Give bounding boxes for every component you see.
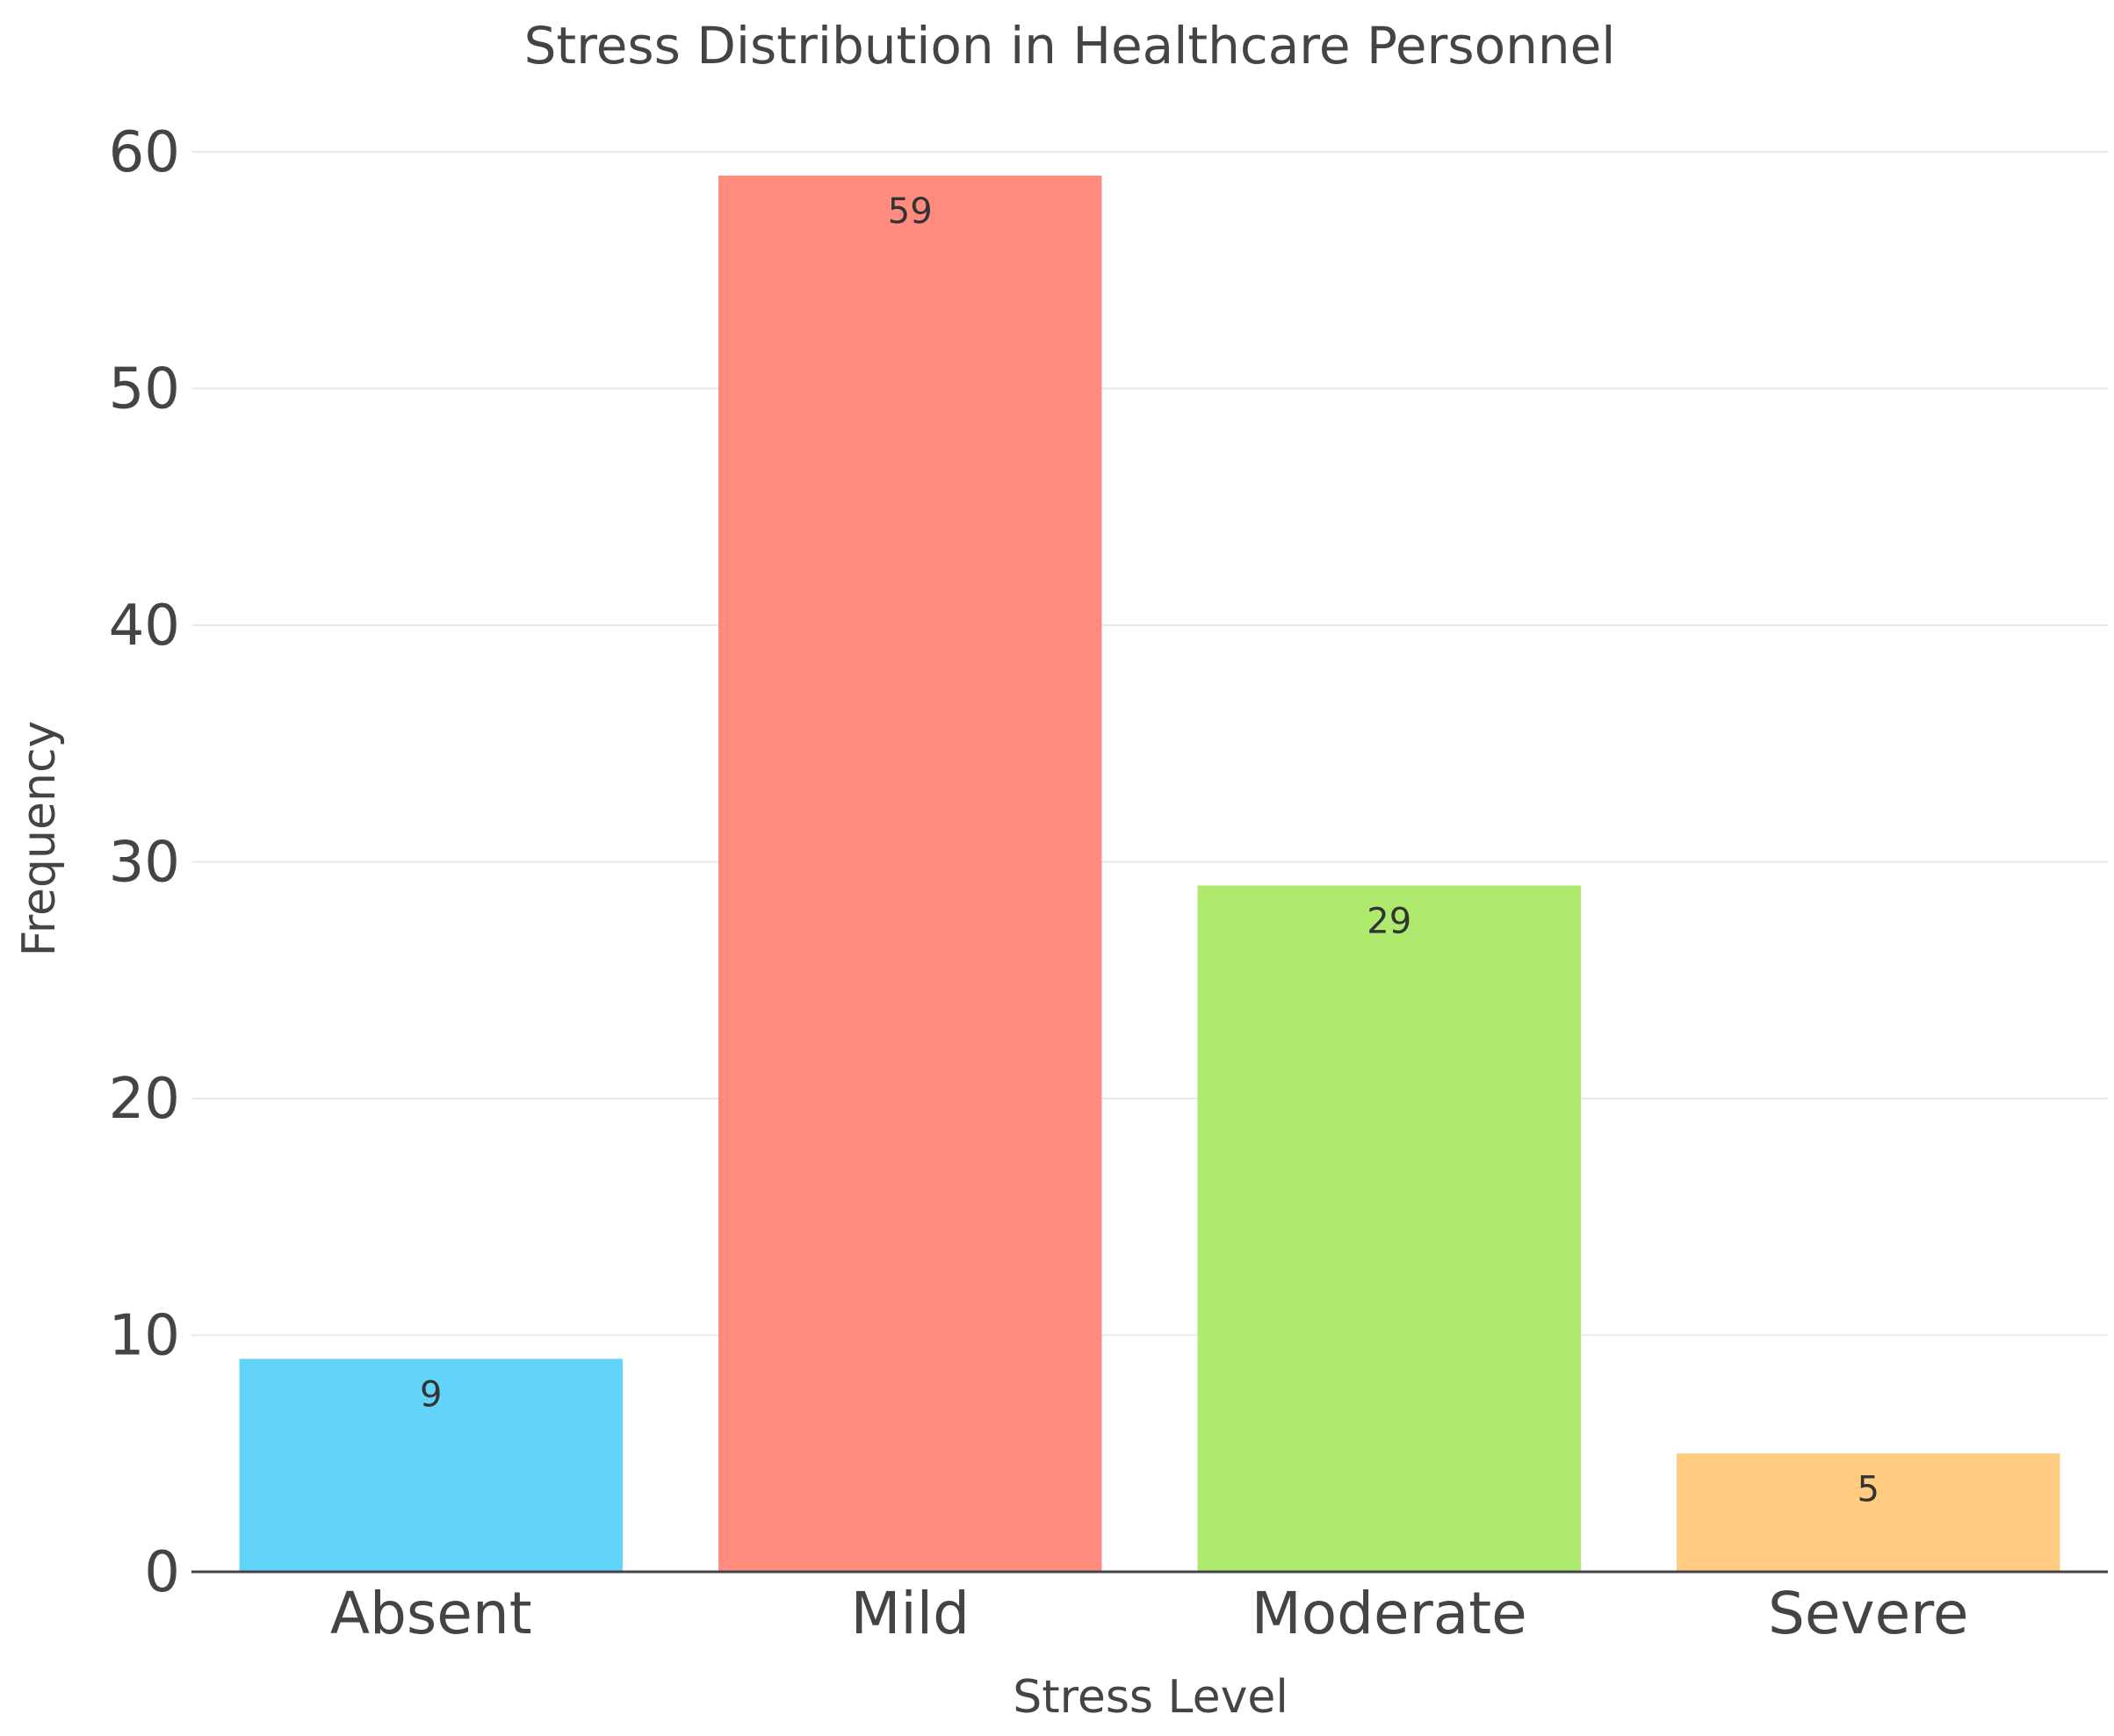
- x-axis-title: Stress Level: [1013, 1671, 1288, 1724]
- y-tick-label-60: 60: [109, 120, 180, 185]
- data-labels: 9 59 29 5: [420, 191, 1880, 1509]
- y-tick-label-40: 40: [109, 594, 180, 659]
- bar-moderate: [1197, 885, 1581, 1572]
- x-tick-label-severe: Severe: [1768, 1580, 1968, 1647]
- x-tick-label-absent: Absent: [330, 1580, 532, 1647]
- bar-severe: [1677, 1453, 2060, 1572]
- y-tick-label-10: 10: [109, 1304, 180, 1369]
- bar-absent: [239, 1358, 623, 1572]
- data-label-severe: 5: [1858, 1469, 1880, 1509]
- y-tick-label-0: 0: [144, 1540, 180, 1605]
- data-label-mild: 59: [888, 191, 933, 232]
- bar-mild: [718, 175, 1102, 1573]
- chart-title: Stress Distribution in Healthcare Person…: [524, 16, 1616, 76]
- y-axis-ticks: 0 10 20 30 40 50 60: [109, 120, 180, 1605]
- y-axis-title: Frequency: [13, 721, 66, 957]
- data-label-absent: 9: [420, 1374, 442, 1415]
- y-tick-label-30: 30: [109, 831, 180, 896]
- y-tick-label-20: 20: [109, 1067, 180, 1132]
- y-tick-label-50: 50: [109, 357, 180, 422]
- data-label-moderate: 29: [1367, 901, 1411, 941]
- x-tick-label-mild: Mild: [850, 1580, 970, 1647]
- x-axis-ticks: Absent Mild Moderate Severe: [330, 1580, 1969, 1647]
- bars: [239, 175, 2060, 1573]
- x-tick-label-moderate: Moderate: [1252, 1580, 1527, 1647]
- gridlines: [191, 151, 2108, 1336]
